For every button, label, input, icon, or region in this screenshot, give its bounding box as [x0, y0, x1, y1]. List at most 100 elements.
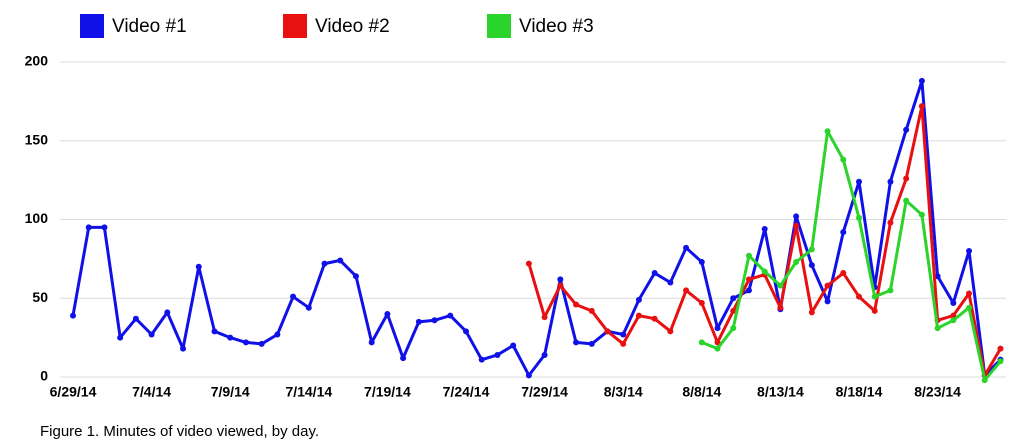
point [132, 315, 139, 322]
legend-swatch [80, 14, 104, 38]
x-tick-label: 8/23/14 [914, 384, 961, 400]
point [573, 339, 580, 346]
x-tick-label: 8/13/14 [757, 384, 804, 400]
point [290, 293, 297, 300]
point [620, 331, 627, 338]
point [447, 312, 454, 319]
point [588, 340, 595, 347]
point [761, 268, 768, 275]
point [698, 299, 705, 306]
x-tick-label: 7/19/14 [364, 384, 411, 400]
point [368, 339, 375, 346]
series-line [527, 104, 1002, 377]
legend-swatch [283, 14, 307, 38]
y-tick-label: 100 [25, 210, 49, 226]
x-tick-label: 7/14/14 [285, 384, 332, 400]
point [761, 225, 768, 232]
point [887, 219, 894, 226]
point [101, 224, 108, 231]
point [604, 328, 611, 335]
point [667, 328, 674, 335]
point [840, 270, 847, 277]
point [824, 298, 831, 305]
point [494, 351, 501, 358]
point [431, 317, 438, 324]
point [808, 246, 815, 253]
point [384, 311, 391, 317]
point [918, 103, 925, 110]
point [463, 328, 469, 335]
legend-label: Video #2 [315, 16, 390, 37]
point [934, 273, 941, 280]
point [525, 260, 532, 267]
point [871, 307, 878, 314]
point [918, 211, 925, 218]
point [824, 128, 831, 135]
point [745, 276, 752, 283]
point [352, 273, 359, 280]
point [211, 328, 218, 335]
point [903, 126, 910, 133]
point [903, 175, 910, 182]
point [777, 304, 784, 311]
x-tick-label: 6/29/14 [50, 384, 97, 400]
point [85, 224, 92, 231]
caption: Figure 1. Minutes of video viewed, by da… [40, 423, 319, 440]
point [683, 244, 690, 251]
point [981, 377, 988, 384]
point [180, 345, 187, 352]
point [730, 295, 737, 302]
point [777, 282, 784, 289]
point [195, 263, 202, 270]
point [808, 309, 815, 316]
point [478, 356, 485, 363]
point [525, 372, 532, 379]
point [997, 345, 1004, 352]
point [651, 315, 658, 322]
point [730, 325, 737, 332]
point [950, 317, 957, 324]
point [714, 345, 721, 352]
point [934, 325, 941, 332]
point [227, 334, 234, 341]
point [824, 282, 831, 289]
point [400, 355, 407, 362]
point [745, 252, 752, 259]
x-tick-label: 7/9/14 [211, 384, 250, 400]
point [918, 77, 925, 84]
y-tick-label: 150 [25, 131, 49, 147]
point [588, 307, 595, 314]
x-tick-label: 7/29/14 [521, 384, 568, 400]
x-tick-label: 7/4/14 [132, 384, 171, 400]
point [840, 229, 847, 236]
point [871, 293, 878, 300]
point [808, 262, 815, 269]
point [856, 214, 862, 221]
point [714, 325, 721, 332]
point [966, 248, 973, 254]
point [950, 312, 957, 319]
point [698, 339, 705, 346]
point [620, 340, 627, 347]
point [840, 156, 847, 163]
point [305, 304, 312, 311]
point [714, 339, 721, 346]
point [258, 340, 265, 347]
x-tick-label: 8/3/14 [604, 384, 643, 400]
point [793, 222, 800, 229]
point [541, 351, 548, 358]
legend-swatch [487, 14, 511, 38]
point [337, 257, 344, 264]
point [856, 178, 862, 185]
point [950, 299, 957, 306]
point [321, 260, 328, 267]
point [730, 307, 737, 314]
point [793, 213, 800, 220]
x-tick-label: 8/18/14 [836, 384, 883, 400]
point [667, 279, 674, 286]
point [887, 287, 894, 294]
legend-label: Video #1 [112, 16, 187, 37]
point [164, 309, 171, 316]
x-tick-label: 7/24/14 [443, 384, 490, 400]
point [683, 287, 690, 294]
